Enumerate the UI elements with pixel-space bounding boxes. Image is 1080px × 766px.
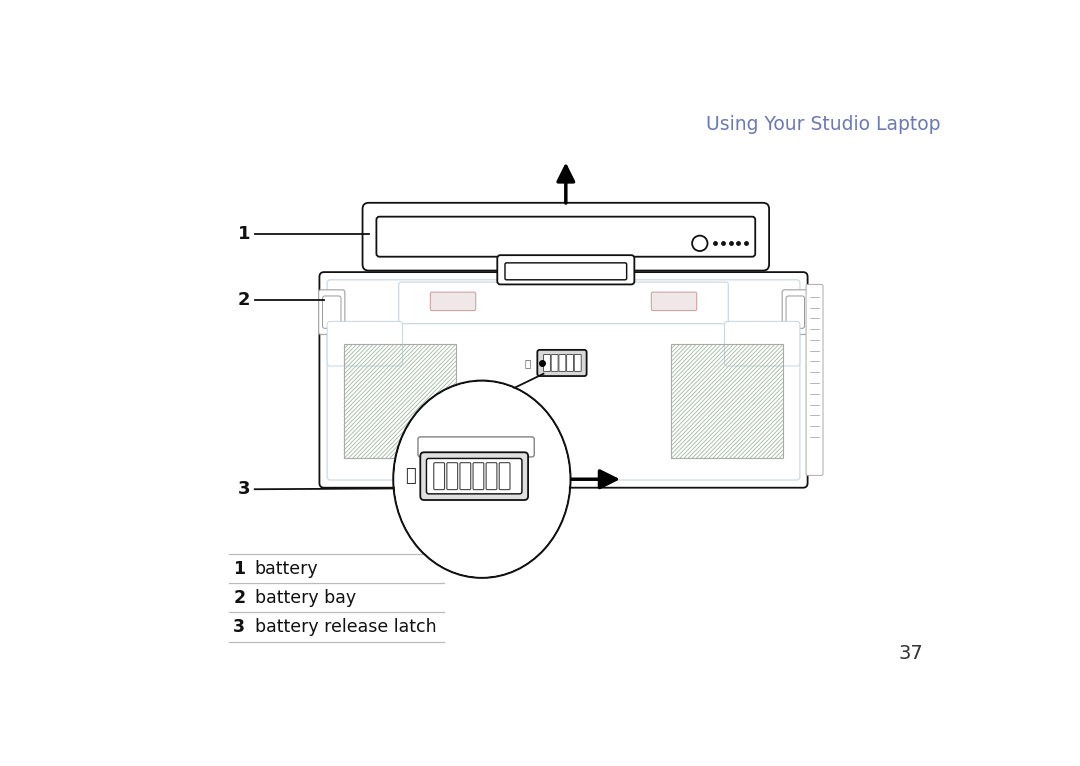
Text: battery bay: battery bay	[255, 589, 356, 607]
FancyBboxPatch shape	[486, 463, 497, 489]
FancyBboxPatch shape	[505, 263, 626, 280]
FancyBboxPatch shape	[319, 290, 345, 335]
FancyBboxPatch shape	[320, 272, 808, 488]
FancyBboxPatch shape	[806, 284, 823, 476]
FancyBboxPatch shape	[430, 292, 475, 310]
FancyBboxPatch shape	[551, 355, 558, 372]
FancyBboxPatch shape	[327, 322, 403, 366]
FancyBboxPatch shape	[567, 355, 573, 372]
Bar	[345, 345, 456, 458]
FancyBboxPatch shape	[575, 355, 581, 372]
FancyBboxPatch shape	[786, 296, 805, 329]
FancyBboxPatch shape	[460, 463, 471, 489]
Text: 1: 1	[238, 225, 251, 244]
Text: 2: 2	[238, 291, 251, 309]
FancyBboxPatch shape	[725, 322, 800, 366]
Text: 1: 1	[233, 559, 245, 578]
FancyBboxPatch shape	[497, 255, 634, 284]
FancyBboxPatch shape	[651, 292, 697, 310]
FancyBboxPatch shape	[399, 282, 728, 324]
FancyBboxPatch shape	[473, 463, 484, 489]
FancyBboxPatch shape	[323, 296, 341, 329]
Ellipse shape	[394, 381, 569, 577]
FancyBboxPatch shape	[538, 350, 586, 376]
FancyBboxPatch shape	[558, 355, 566, 372]
FancyBboxPatch shape	[377, 217, 755, 257]
Text: ⚿: ⚿	[525, 358, 531, 368]
FancyBboxPatch shape	[420, 452, 528, 500]
FancyBboxPatch shape	[363, 203, 769, 270]
FancyBboxPatch shape	[543, 355, 551, 372]
FancyBboxPatch shape	[499, 463, 510, 489]
Text: ⚿: ⚿	[405, 467, 416, 485]
FancyBboxPatch shape	[447, 463, 458, 489]
Text: 3: 3	[238, 480, 251, 498]
Bar	[672, 345, 783, 458]
Text: battery release latch: battery release latch	[255, 618, 436, 636]
Bar	[345, 345, 456, 458]
FancyBboxPatch shape	[434, 463, 445, 489]
FancyBboxPatch shape	[418, 437, 535, 457]
Text: 2: 2	[233, 589, 245, 607]
FancyBboxPatch shape	[782, 290, 808, 335]
Text: 37: 37	[899, 644, 923, 663]
Text: battery: battery	[255, 559, 319, 578]
Text: Using Your Studio Laptop: Using Your Studio Laptop	[705, 115, 940, 134]
FancyBboxPatch shape	[427, 458, 522, 494]
Text: 3: 3	[233, 618, 245, 636]
